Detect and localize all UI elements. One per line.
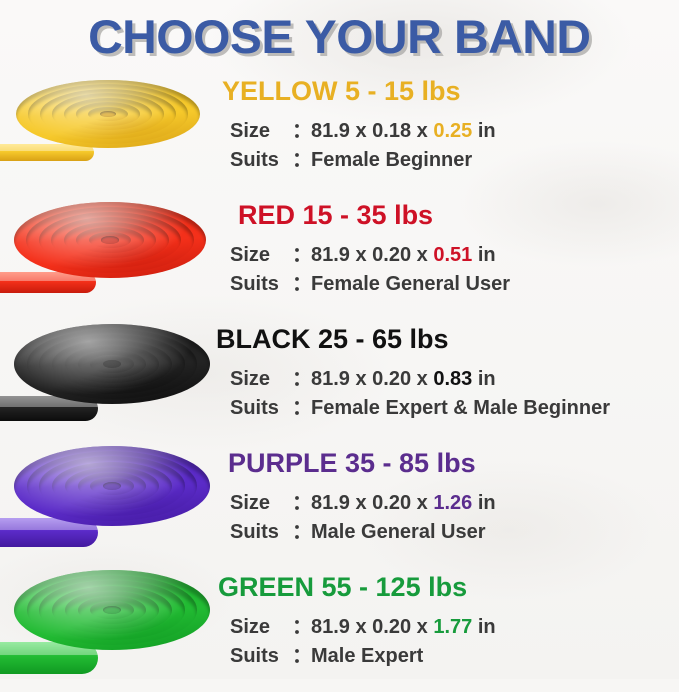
size-label: Size (230, 120, 271, 142)
size-label: Size (230, 492, 271, 514)
band-thickness-value: 1.26 (433, 492, 473, 514)
band-info: YELLOW 5 - 15 lbs Size ：81.9 x 0.18 x 0.25… (212, 72, 679, 196)
size-colon: ： (292, 244, 312, 266)
size-label: Size (230, 368, 271, 390)
size-label: Size (230, 244, 271, 266)
band-thickness-value: 1.77 (433, 616, 473, 638)
size-unit: in (472, 244, 496, 266)
band-size-row: Size ：81.9 x 0.20 x 1.26 in (212, 486, 496, 515)
resistance-band-coil (0, 568, 212, 692)
band-heading: YELLOW 5 - 15 lbs (222, 76, 461, 106)
suits-label: Suits (230, 149, 279, 171)
suits-label: Suits (230, 521, 279, 543)
band-coil-highlight (14, 446, 210, 526)
band-suits-row: Suits ：Female Beginner (212, 143, 472, 172)
size-label: Size (230, 616, 271, 638)
band-photo-yellow (0, 72, 212, 196)
resistance-band-coil (0, 320, 212, 444)
band-size-row: Size ：81.9 x 0.20 x 0.51 in (212, 238, 496, 267)
page-title: CHOOSE YOUR BAND (0, 0, 679, 72)
suits-colon: ： (292, 397, 312, 419)
size-colon: ： (292, 368, 312, 390)
band-row: RED 15 - 35 lbs Size ：81.9 x 0.20 x 0.51 i… (0, 196, 679, 320)
size-colon: ： (292, 616, 312, 638)
band-suits-value: Male Expert (311, 645, 424, 667)
suits-colon: ： (292, 273, 312, 295)
band-info: RED 15 - 35 lbs Size ：81.9 x 0.20 x 0.51 i… (212, 196, 679, 320)
size-dimensions: 81.9 x 0.20 x (311, 368, 434, 390)
suits-label: Suits (230, 645, 279, 667)
band-thickness-value: 0.83 (433, 368, 473, 390)
size-unit: in (472, 492, 496, 514)
size-colon: ： (292, 120, 312, 142)
band-suits-value: Male General User (311, 521, 486, 543)
size-unit: in (472, 368, 496, 390)
band-suits-value: Female Beginner (311, 149, 473, 171)
suits-colon: ： (292, 149, 312, 171)
band-size-row: Size ：81.9 x 0.18 x 0.25 in (212, 114, 496, 143)
band-photo-black (0, 320, 212, 444)
size-dimensions: 81.9 x 0.18 x (311, 120, 434, 142)
band-info: GREEN 55 - 125 lbs Size ：81.9 x 0.20 x 1.7… (212, 568, 679, 692)
band-row: GREEN 55 - 125 lbs Size ：81.9 x 0.20 x 1.7… (0, 568, 679, 692)
band-suits-value: Female Expert & Male Beginner (311, 397, 610, 419)
size-dimensions: 81.9 x 0.20 x (311, 616, 434, 638)
band-thickness-value: 0.51 (433, 244, 473, 266)
size-colon: ： (292, 492, 312, 514)
band-photo-green (0, 568, 212, 692)
band-photo-red (0, 196, 212, 320)
resistance-band-coil (0, 196, 212, 320)
size-dimensions: 81.9 x 0.20 x (311, 492, 434, 514)
band-suits-row: Suits ：Male General User (212, 515, 486, 544)
band-coil-highlight (14, 570, 210, 650)
size-unit: in (472, 120, 496, 142)
band-size-row: Size ：81.9 x 0.20 x 0.83 in (212, 362, 496, 391)
suits-label: Suits (230, 273, 279, 295)
page-title-text: CHOOSE YOUR BAND (88, 9, 591, 63)
band-row: BLACK 25 - 65 lbs Size ：81.9 x 0.20 x 0.83… (0, 320, 679, 444)
band-row: PURPLE 35 - 85 lbs Size ：81.9 x 0.20 x 1.2… (0, 444, 679, 568)
suits-colon: ： (292, 521, 312, 543)
band-heading: RED 15 - 35 lbs (238, 200, 434, 230)
suits-label: Suits (230, 397, 279, 419)
band-heading: GREEN 55 - 125 lbs (218, 572, 468, 602)
band-heading: BLACK 25 - 65 lbs (216, 324, 449, 354)
band-thickness-value: 0.25 (433, 120, 473, 142)
band-coil-highlight (14, 324, 210, 404)
size-dimensions: 81.9 x 0.20 x (311, 244, 434, 266)
resistance-band-coil (0, 444, 212, 568)
size-unit: in (472, 616, 496, 638)
band-size-row: Size ：81.9 x 0.20 x 1.77 in (212, 610, 496, 639)
band-info: PURPLE 35 - 85 lbs Size ：81.9 x 0.20 x 1.2… (212, 444, 679, 568)
band-row: YELLOW 5 - 15 lbs Size ：81.9 x 0.18 x 0.25… (0, 72, 679, 196)
band-tail (0, 144, 94, 161)
band-suits-row: Suits ：Female Expert & Male Beginner (212, 391, 610, 420)
band-coil-highlight (14, 202, 206, 278)
band-suits-row: Suits ：Female General User (212, 267, 510, 296)
band-heading: PURPLE 35 - 85 lbs (228, 448, 476, 478)
band-info: BLACK 25 - 65 lbs Size ：81.9 x 0.20 x 0.83… (212, 320, 679, 444)
band-photo-purple (0, 444, 212, 568)
resistance-band-coil (0, 72, 212, 196)
band-suits-value: Female General User (311, 273, 510, 295)
band-suits-row: Suits ：Male Expert (212, 639, 423, 668)
band-coil-highlight (16, 80, 200, 148)
suits-colon: ： (292, 645, 312, 667)
